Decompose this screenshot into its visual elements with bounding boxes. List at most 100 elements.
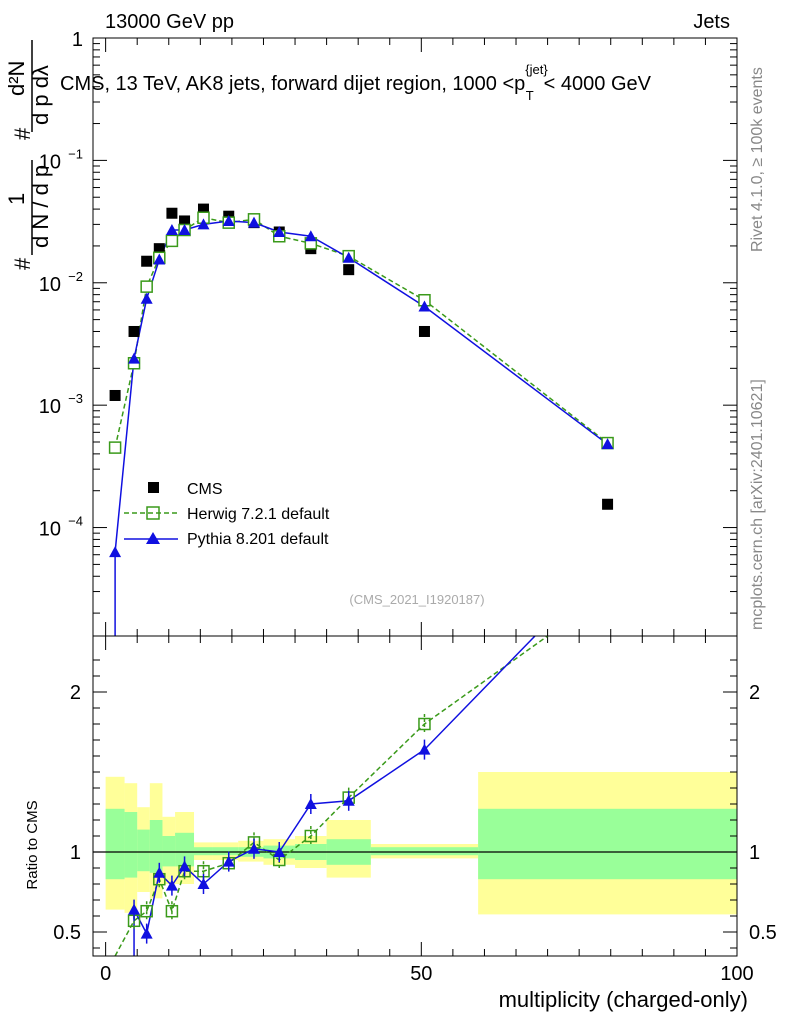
chart-title: CMS, 13 TeV, AK8 jets, forward dijet reg… [60,62,652,103]
main-y-tick-label: 10 [39,274,61,296]
ratio-y-tick-label: 0.5 [53,922,81,944]
x-tick-label: 50 [410,963,432,985]
pythia-ratio-point [197,878,210,889]
pythia-ratio-point [178,860,191,872]
ratio-plot-panel: 0.5 0.5 1 1 2 2 0 50 100 [53,635,777,985]
herwig-data-point [108,441,122,454]
x-tick-label: 100 [720,963,753,985]
y-label-num-top: d²N [4,61,29,96]
ratio-band-inner [194,847,213,856]
x-tick-label: 0 [100,963,111,985]
main-y-tick-exponent: −2 [68,269,83,284]
ratio-band-inner [105,808,125,880]
cms-data-point [418,325,430,337]
ratio-y-tick-label-right: 2 [749,682,760,704]
main-plot-panel: 1 10 −1 10 −2 10 −3 10 −4 [39,29,738,636]
herwig-main-line [114,216,609,448]
ratio-plot-frame [92,635,738,957]
herwig-data-point [165,234,179,248]
pythia-data-point [304,230,317,242]
legend-pythia-marker [146,532,160,544]
analysis-watermark: (CMS_2021_I1920187) [349,592,484,607]
cms-data-point [343,264,355,276]
herwig-data-point [140,280,153,293]
pythia-data-point [601,438,614,450]
herwig-ratio-point [418,717,431,731]
ratio-y-tick-label-right: 1 [749,842,760,864]
ratio-band-inner [212,847,239,856]
cms-data-point [179,215,191,227]
pythia-ratio-point [418,743,431,755]
ratio-y-tick-label: 2 [70,682,81,704]
chart-title-sub: T [526,88,534,103]
header-right: Jets [693,11,730,33]
pythia-main-line [114,220,609,553]
pythia-data-point [273,225,286,237]
y-label-den: d N / d p [28,165,53,248]
herwig-ratio-point [304,829,318,843]
ratio-y-tick-label-right: 0.5 [749,922,777,944]
y-label-hash: # [10,257,35,270]
y-label-num-bot: d p dλ [28,65,53,125]
herwig-ratio-line [114,635,549,957]
main-y-tick-exponent: −4 [68,514,83,529]
ratio-band-inner [137,829,150,872]
pythia-data-point [248,216,260,228]
legend: CMS Herwig 7.2.1 default Pythia 8.201 de… [124,481,330,548]
cms-data-point [153,243,165,255]
ratio-y-axis-label: Ratio to CMS [24,800,41,889]
chart-title-sup: {jet} [525,62,548,77]
pythia-ratio-line [133,635,536,936]
pythia-data-point [178,223,191,235]
pythia-ratio-point [342,794,355,806]
pythia-data-point [128,352,141,364]
ratio-band-inner [149,820,163,873]
cms-data-point [197,203,209,215]
legend-cms-label: CMS [187,481,223,498]
herwig-ratio-point [165,904,179,918]
main-y-tick-label: 1 [72,29,83,51]
cms-data-point [166,207,178,219]
legend-cms-marker [148,482,159,493]
chart-title-prefix: CMS, 13 TeV, AK8 jets, forward dijet reg… [60,73,525,95]
ratio-band-inner [478,808,737,880]
pythia-data-point [140,292,153,304]
herwig-ratio-point [140,904,153,918]
main-y-axis-label: # 1 d N / d p # d²N d p dλ [4,40,53,270]
main-y-tick-label: 10 [39,519,61,541]
main-y-tick-label: 10 [39,396,61,418]
cms-data-point [128,325,140,337]
pythia-data-point [418,300,431,312]
main-y-tick-exponent: −3 [68,391,83,406]
pythia-data-point [165,223,178,235]
pythia-ratio-point [165,879,178,891]
pythia-ratio-point [222,855,235,867]
y-label-hash-2: # [10,127,35,140]
header-left: 13000 GeV pp [105,11,234,33]
pythia-data-point [222,214,235,226]
pythia-data-point [153,253,166,265]
chart-title-suffix: < 4000 GeV [544,73,652,95]
legend-herwig-label: Herwig 7.2.1 default [187,506,330,523]
pythia-ratio-point [153,866,166,878]
cms-data-point [141,255,153,267]
legend-herwig-marker [146,506,160,520]
mcplots-label: mcplots.cern.ch [arXiv:2401.10621] [749,379,766,630]
ratio-band-inner [370,847,479,856]
main-y-tick-label: 10 [39,151,61,173]
main-y-tick-exponent: −1 [68,146,83,161]
ratio-band-inner [124,812,138,878]
pythia-data-point [342,251,355,263]
y-label-one: 1 [4,193,29,205]
cms-data-point [109,389,121,401]
cms-data-point [602,498,614,510]
pythia-ratio-point [273,846,286,857]
legend-pythia-label: Pythia 8.201 default [187,531,329,548]
rivet-label: Rivet 4.1.0, ≥ 100k events [749,67,766,252]
x-axis-label: multiplicity (charged-only) [499,987,748,1012]
ratio-y-tick-label: 1 [70,842,81,864]
ratio-band-inner [162,836,176,867]
pythia-data-point [109,546,122,558]
pythia-ratio-point [128,903,141,915]
